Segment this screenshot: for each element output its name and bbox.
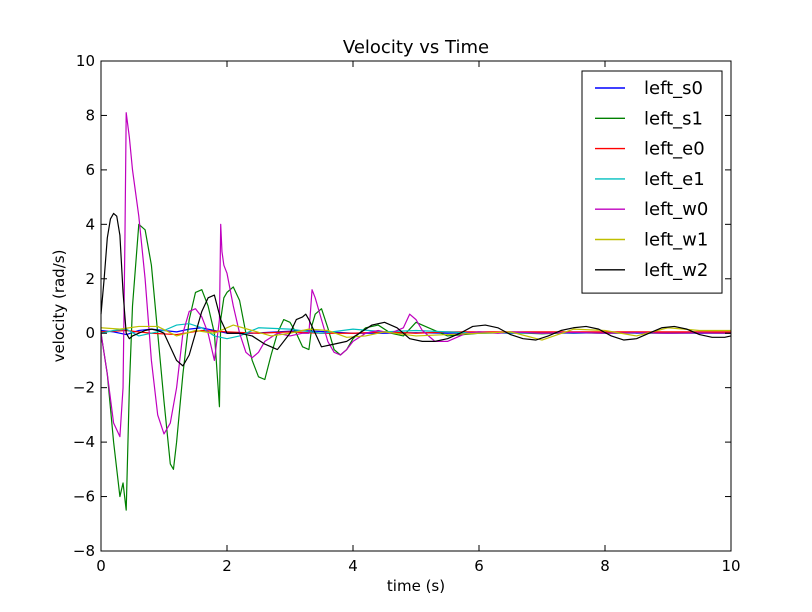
y-tick-label: −2 xyxy=(73,379,95,397)
y-tick-label: 2 xyxy=(85,270,95,288)
y-tick-label: 8 xyxy=(85,106,95,124)
y-tick-label: −6 xyxy=(73,488,95,506)
series-layer xyxy=(100,112,732,511)
legend-box xyxy=(581,70,723,294)
chart-title: Velocity vs Time xyxy=(343,37,489,58)
plot-frame xyxy=(100,60,732,552)
y-tick-label: 6 xyxy=(85,161,95,179)
legend: left_s0 left_s1 left_e0 left_e1 left_w0 left_… xyxy=(581,70,723,294)
legend-label-left_w0: left_w0 xyxy=(644,199,708,220)
y-axis-label: velocity (rad/s) xyxy=(50,250,68,363)
ticks-layer: 0 2 4 6 8 10 −8 −6 −4 −2 0 2 4 6 8 10 xyxy=(73,52,741,575)
legend-label-left_s1: left_s1 xyxy=(644,108,703,129)
x-tick-label: 2 xyxy=(222,557,232,575)
x-tick-label: 10 xyxy=(721,557,740,575)
legend-label-left_s0: left_s0 xyxy=(644,78,703,99)
series-line-left_s1 xyxy=(100,223,732,511)
series-line-left_w0 xyxy=(100,112,732,438)
series-line-left_w1 xyxy=(100,324,731,341)
legend-label-left_w2: left_w2 xyxy=(644,260,708,281)
x-tick-label: 4 xyxy=(348,557,358,575)
x-axis-label: time (s) xyxy=(387,577,445,595)
legend-label-left_e0: left_e0 xyxy=(644,139,705,160)
y-tick-label: 4 xyxy=(85,215,95,233)
y-tick-label: −8 xyxy=(73,542,95,560)
y-tick-label: −4 xyxy=(73,433,95,451)
x-tick-label: 8 xyxy=(600,557,610,575)
y-tick-label: 0 xyxy=(85,324,95,342)
x-tick-label: 6 xyxy=(474,557,484,575)
legend-label-left_e1: left_e1 xyxy=(644,169,705,190)
legend-label-left_w1: left_w1 xyxy=(644,230,708,251)
series-line-left_w2 xyxy=(100,212,732,367)
x-tick-label: 0 xyxy=(96,557,106,575)
y-tick-label: 10 xyxy=(76,52,95,70)
